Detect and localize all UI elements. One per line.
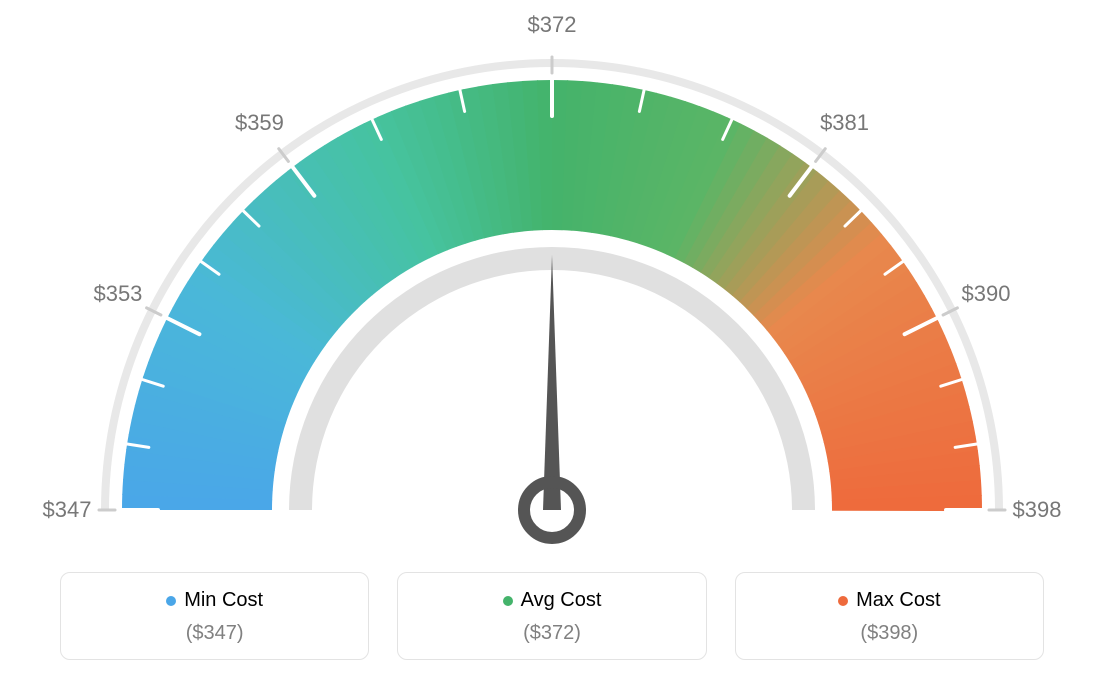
legend-label-min: Min Cost: [184, 589, 263, 612]
legend-title-avg: Avg Cost: [503, 589, 602, 612]
legend-dot-min: [166, 596, 176, 606]
legend-dot-max: [838, 596, 848, 606]
gauge-tick-label: $381: [820, 110, 869, 136]
legend-label-avg: Avg Cost: [521, 589, 602, 612]
legend-value-min: ($347): [71, 622, 358, 645]
legend-title-min: Min Cost: [166, 589, 263, 612]
legend-title-max: Max Cost: [838, 589, 940, 612]
legend-card-avg: Avg Cost ($372): [397, 572, 706, 660]
gauge-tick-label: $372: [528, 12, 577, 38]
cost-gauge-chart: $347 $353 $359 $372 $381 $390 $398 Min Cost ($…: [0, 0, 1104, 690]
legend-dot-avg: [503, 596, 513, 606]
gauge-tick-label: $390: [962, 281, 1011, 307]
gauge-tick-label: $347: [43, 497, 92, 523]
gauge-area: $347 $353 $359 $372 $381 $390 $398: [0, 0, 1104, 560]
gauge-svg: [0, 0, 1104, 560]
legend-label-max: Max Cost: [856, 589, 940, 612]
gauge-tick-label: $353: [93, 281, 142, 307]
legend-value-avg: ($372): [408, 622, 695, 645]
legend-value-max: ($398): [746, 622, 1033, 645]
legend-row: Min Cost ($347) Avg Cost ($372) Max Cost…: [60, 572, 1044, 660]
legend-card-min: Min Cost ($347): [60, 572, 369, 660]
legend-card-max: Max Cost ($398): [735, 572, 1044, 660]
gauge-tick-label: $398: [1013, 497, 1062, 523]
gauge-tick-label: $359: [235, 110, 284, 136]
